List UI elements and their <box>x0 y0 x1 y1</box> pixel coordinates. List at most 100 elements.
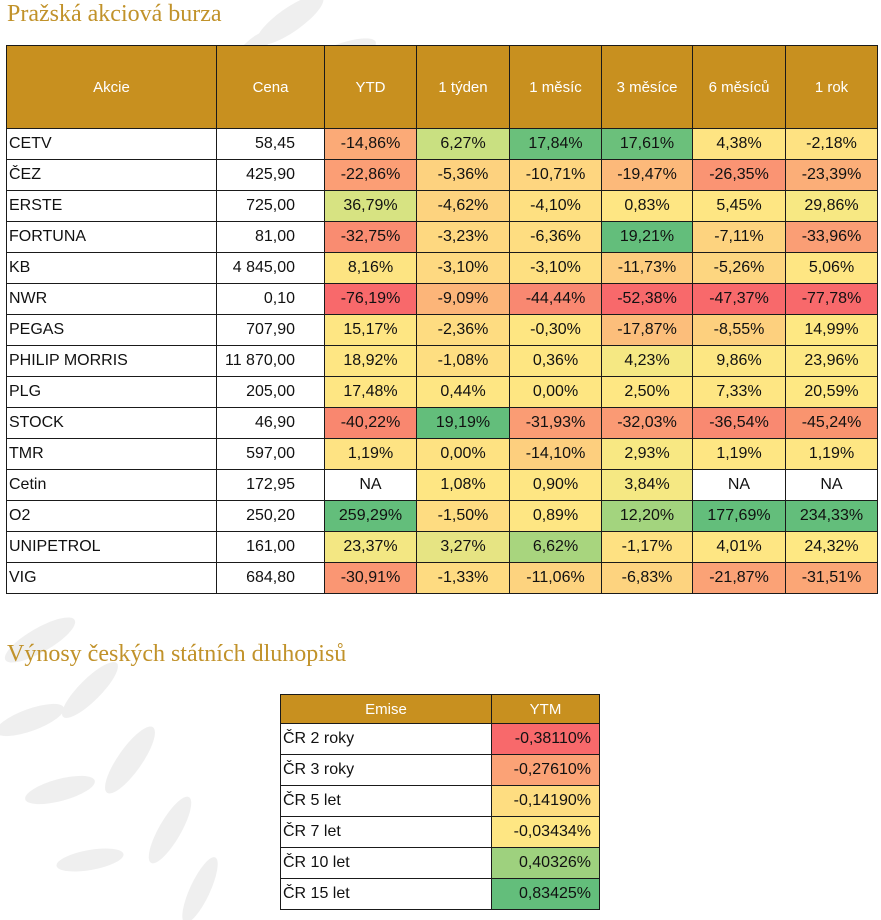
stock-change-cell: -1,33% <box>416 562 510 594</box>
stock-change-cell: -32,03% <box>601 407 693 439</box>
stock-price: 684,80 <box>216 562 325 594</box>
stock-change-cell: -2,36% <box>416 314 510 346</box>
stock-price: 597,00 <box>216 438 325 470</box>
stock-change-cell: -1,17% <box>601 531 693 563</box>
stocks-header-row: Akcie Cena YTD 1 týden 1 měsíc 3 měsíce … <box>6 45 878 129</box>
stock-change-cell: -8,55% <box>692 314 786 346</box>
stock-row: ČEZ 425,90 -22,86% -5,36% -10,71% -19,47% -26,… <box>6 159 878 191</box>
stock-price: 172,95 <box>216 469 325 501</box>
stock-change-cell: 5,06% <box>785 252 878 284</box>
header-ytd: YTD <box>324 45 417 129</box>
stock-change-cell: NA <box>692 469 786 501</box>
stock-change-cell: 1,08% <box>416 469 510 501</box>
stock-change-cell: 24,32% <box>785 531 878 563</box>
bond-ytm: -0,14190% <box>491 785 600 817</box>
stock-change-cell: 0,44% <box>416 376 510 408</box>
stock-price: 58,45 <box>216 128 325 160</box>
stock-change-cell: -31,93% <box>509 407 602 439</box>
stock-change-cell: -11,73% <box>601 252 693 284</box>
stock-change-cell: -0,30% <box>509 314 602 346</box>
stock-change-cell: 0,90% <box>509 469 602 501</box>
bond-ytm: 0,83425% <box>491 878 600 910</box>
stock-change-cell: -10,71% <box>509 159 602 191</box>
stock-name: PHILIP MORRIS <box>6 345 217 377</box>
stock-change-cell: 9,86% <box>692 345 786 377</box>
stock-row: O2 250,20 259,29% -1,50% 0,89% 12,20% 177,69% 2… <box>6 500 878 532</box>
stock-change-cell: 23,96% <box>785 345 878 377</box>
stock-change-cell: 259,29% <box>324 500 417 532</box>
stock-change-cell: 1,19% <box>785 438 878 470</box>
stock-change-cell: 3,84% <box>601 469 693 501</box>
stock-change-cell: 0,36% <box>509 345 602 377</box>
stock-row: PLG 205,00 17,48% 0,44% 0,00% 2,50% 7,33% 20,59… <box>6 376 878 408</box>
stock-price: 4 845,00 <box>216 252 325 284</box>
stocks-table: Akcie Cena YTD 1 týden 1 měsíc 3 měsíce … <box>6 45 878 594</box>
stock-change-cell: 19,21% <box>601 221 693 253</box>
stock-change-cell: -17,87% <box>601 314 693 346</box>
bond-ytm: -0,03434% <box>491 816 600 848</box>
stock-change-cell: 17,48% <box>324 376 417 408</box>
stock-price: 707,90 <box>216 314 325 346</box>
stock-row: CETV 58,45 -14,86% 6,27% 17,84% 17,61% 4,38% -2… <box>6 128 878 160</box>
stock-price: 46,90 <box>216 407 325 439</box>
stock-change-cell: -1,08% <box>416 345 510 377</box>
stock-row: TMR 597,00 1,19% 0,00% -14,10% 2,93% 1,19% 1,19… <box>6 438 878 470</box>
stock-row: UNIPETROL 161,00 23,37% 3,27% 6,62% -1,17% 4,0… <box>6 531 878 563</box>
stock-change-cell: -19,47% <box>601 159 693 191</box>
stock-change-cell: -4,62% <box>416 190 510 222</box>
stock-row: STOCK 46,90 -40,22% 19,19% -31,93% -32,03% -36… <box>6 407 878 439</box>
stock-change-cell: 3,27% <box>416 531 510 563</box>
stock-change-cell: -45,24% <box>785 407 878 439</box>
stock-change-cell: 29,86% <box>785 190 878 222</box>
header-3-months: 3 měsíce <box>601 45 693 129</box>
bond-row: ČR 10 let 0,40326% <box>280 847 600 879</box>
bonds-table: Emise YTM ČR 2 roky -0,38110% ČR 3 roky -0,… <box>280 694 600 910</box>
stock-change-cell: -22,86% <box>324 159 417 191</box>
stock-change-cell: 17,61% <box>601 128 693 160</box>
stock-change-cell: -4,10% <box>509 190 602 222</box>
stock-change-cell: -44,44% <box>509 283 602 315</box>
stock-name: ERSTE <box>6 190 217 222</box>
stock-change-cell: 19,19% <box>416 407 510 439</box>
stock-change-cell: 20,59% <box>785 376 878 408</box>
bond-ytm: -0,27610% <box>491 754 600 786</box>
bond-row: ČR 15 let 0,83425% <box>280 878 600 910</box>
header-6-months: 6 měsíců <box>692 45 786 129</box>
stock-name: ČEZ <box>6 159 217 191</box>
bond-name: ČR 10 let <box>280 847 492 879</box>
stock-change-cell: -77,78% <box>785 283 878 315</box>
stock-row: PEGAS 707,90 15,17% -2,36% -0,30% -17,87% -8,5… <box>6 314 878 346</box>
stock-change-cell: -6,36% <box>509 221 602 253</box>
stock-change-cell: NA <box>324 469 417 501</box>
stock-price: 161,00 <box>216 531 325 563</box>
stock-row: Cetin 172,95 NA 1,08% 0,90% 3,84% NA NA <box>6 469 878 501</box>
stock-change-cell: -5,36% <box>416 159 510 191</box>
stock-change-cell: -11,06% <box>509 562 602 594</box>
stock-change-cell: -6,83% <box>601 562 693 594</box>
stock-change-cell: -14,10% <box>509 438 602 470</box>
bond-name: ČR 5 let <box>280 785 492 817</box>
stock-change-cell: 36,79% <box>324 190 417 222</box>
stock-change-cell: -21,87% <box>692 562 786 594</box>
bond-name: ČR 15 let <box>280 878 492 910</box>
stock-change-cell: -7,11% <box>692 221 786 253</box>
stock-change-cell: 1,19% <box>324 438 417 470</box>
stock-change-cell: 1,19% <box>692 438 786 470</box>
stock-change-cell: -31,51% <box>785 562 878 594</box>
stock-change-cell: -3,23% <box>416 221 510 253</box>
bond-row: ČR 3 roky -0,27610% <box>280 754 600 786</box>
bond-name: ČR 7 let <box>280 816 492 848</box>
header-cena: Cena <box>216 45 325 129</box>
stock-name: CETV <box>6 128 217 160</box>
stock-name: PEGAS <box>6 314 217 346</box>
stock-name: TMR <box>6 438 217 470</box>
stock-price: 725,00 <box>216 190 325 222</box>
stock-change-cell: 4,38% <box>692 128 786 160</box>
stock-change-cell: 18,92% <box>324 345 417 377</box>
stock-change-cell: -3,10% <box>509 252 602 284</box>
stock-change-cell: 17,84% <box>509 128 602 160</box>
stock-change-cell: -33,96% <box>785 221 878 253</box>
stock-change-cell: 4,01% <box>692 531 786 563</box>
stock-change-cell: -26,35% <box>692 159 786 191</box>
stock-row: ERSTE 725,00 36,79% -4,62% -4,10% 0,83% 5,45% 2… <box>6 190 878 222</box>
